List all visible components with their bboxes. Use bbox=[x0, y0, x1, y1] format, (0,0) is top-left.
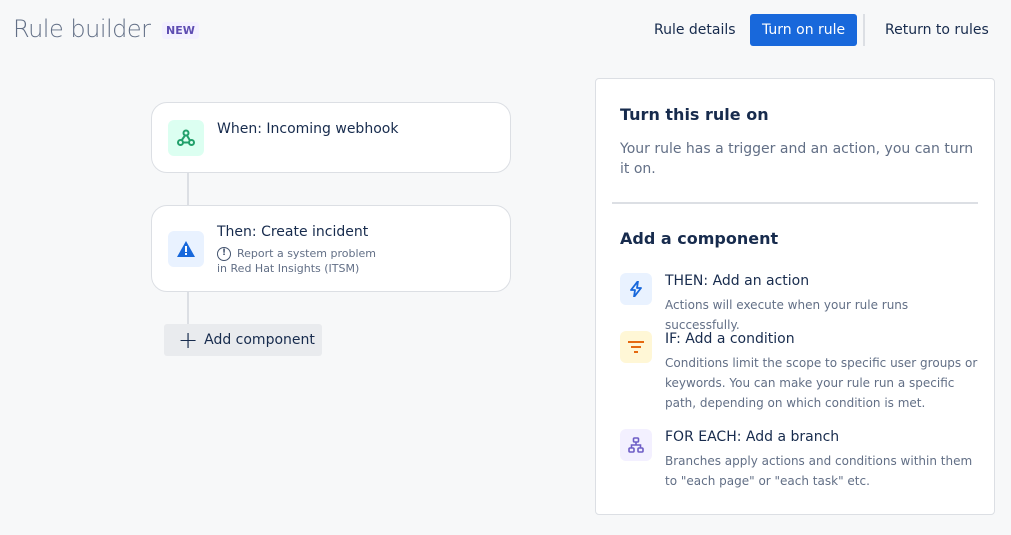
filter-icon bbox=[620, 331, 652, 363]
page-title: Rule builder bbox=[13, 15, 151, 43]
item-title: THEN: Add an action bbox=[665, 273, 810, 289]
webhook-icon bbox=[168, 120, 204, 156]
warning-icon bbox=[168, 231, 204, 267]
info-icon: ! bbox=[217, 246, 231, 261]
item-desc: Conditions limit the scope to specific u… bbox=[665, 356, 978, 410]
add-component-heading: Add a component bbox=[620, 229, 779, 248]
plus-icon: + bbox=[178, 326, 199, 354]
lightning-icon bbox=[620, 273, 652, 305]
add-component-label: Add component bbox=[204, 332, 315, 348]
new-badge: NEW bbox=[162, 22, 199, 39]
item-title: IF: Add a condition bbox=[665, 331, 795, 347]
trigger-card[interactable]: When: Incoming webhook bbox=[151, 102, 511, 173]
panel-text: Your rule has a trigger and an action, y… bbox=[620, 141, 974, 177]
action-card[interactable]: Then: Create incident ! Report a system … bbox=[151, 205, 511, 292]
connector bbox=[187, 291, 189, 325]
rule-details-button[interactable]: Rule details bbox=[654, 22, 736, 38]
return-to-rules-button[interactable]: Return to rules bbox=[885, 22, 989, 38]
action-desc-2: in Red Hat Insights (ITSM) bbox=[217, 262, 360, 275]
divider bbox=[612, 202, 978, 204]
item-desc: Actions will execute when your rule runs… bbox=[665, 298, 909, 332]
connector bbox=[187, 172, 189, 206]
item-desc: Branches apply actions and conditions wi… bbox=[665, 454, 973, 488]
turn-on-rule-button[interactable]: Turn on rule bbox=[750, 14, 858, 46]
divider bbox=[863, 14, 865, 46]
action-desc: Report a system problem bbox=[237, 247, 376, 260]
add-component-button[interactable]: + Add component bbox=[164, 324, 322, 356]
panel-heading: Turn this rule on bbox=[620, 105, 769, 124]
trigger-title: When: Incoming webhook bbox=[217, 121, 399, 137]
action-title: Then: Create incident bbox=[217, 224, 369, 240]
item-title: FOR EACH: Add a branch bbox=[665, 429, 840, 445]
branch-icon bbox=[620, 429, 652, 461]
side-panel: Turn this rule on Your rule has a trigge… bbox=[595, 78, 995, 515]
